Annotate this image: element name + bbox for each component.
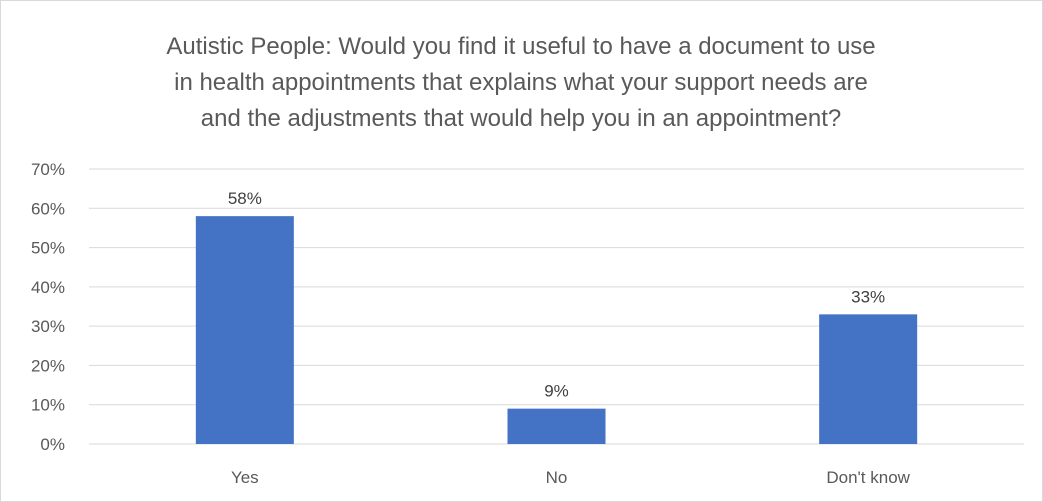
- x-tick-label: Yes: [231, 468, 259, 487]
- x-axis-ticks: Yes No Don't know: [231, 468, 911, 487]
- data-labels: 58% 9% 33%: [228, 189, 885, 401]
- y-axis-ticks: 0% 10% 20% 30% 40% 50% 60% 70%: [31, 160, 65, 454]
- y-tick-label: 0%: [40, 435, 65, 454]
- y-tick-label: 10%: [31, 396, 65, 415]
- data-label: 58%: [228, 189, 262, 208]
- bar-don-t-know: [819, 314, 918, 444]
- data-label: 33%: [851, 287, 885, 306]
- bar-yes: [195, 216, 294, 444]
- y-tick-label: 20%: [31, 356, 65, 375]
- chart-title-line-1: Autistic People: Would you find it usefu…: [166, 33, 876, 60]
- data-label: 9%: [544, 382, 569, 401]
- chart-title-line-3: and the adjustments that would help you …: [200, 105, 842, 132]
- x-tick-label: No: [546, 468, 568, 487]
- chart-title-line-2: in health appointments that explains wha…: [174, 69, 868, 96]
- y-tick-label: 60%: [31, 199, 65, 218]
- x-tick-label: Don't know: [826, 468, 910, 487]
- chart-title: Autistic People: Would you find it usefu…: [61, 29, 981, 137]
- y-tick-label: 30%: [31, 317, 65, 336]
- y-tick-label: 50%: [31, 239, 65, 258]
- y-tick-label: 70%: [31, 160, 65, 179]
- bars: [195, 216, 918, 444]
- y-tick-label: 40%: [31, 278, 65, 297]
- bar-no: [507, 408, 606, 444]
